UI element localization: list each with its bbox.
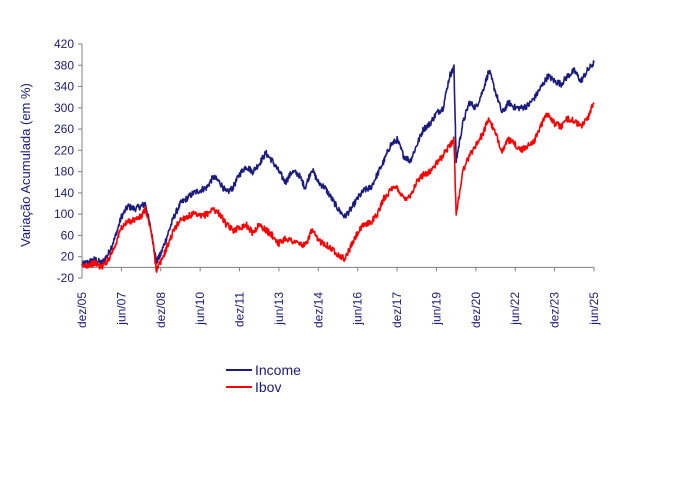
x-tick-label: jun/25: [587, 292, 601, 326]
y-tick-label: 420: [54, 37, 74, 51]
x-tick-label: dez/14: [311, 292, 325, 328]
x-tick-label: jun/19: [429, 292, 443, 326]
x-tick-label: dez/23: [548, 292, 562, 328]
legend-label-ibov: Ibov: [255, 379, 281, 395]
x-axis-ticks: dez/05 jun/07 dez/08 jun/10 dez/11 jun/13 dez/…: [75, 267, 601, 328]
y-axis-title: Variação Acumulada (em %): [18, 83, 33, 247]
y-tick-label: 180: [54, 165, 74, 179]
x-tick-label: jun/22: [508, 292, 522, 326]
x-tick-label: dez/05: [75, 292, 89, 328]
y-tick-label: 260: [54, 122, 74, 136]
y-tick-label: 60: [61, 228, 75, 242]
x-tick-label: jun/16: [351, 292, 365, 326]
series-line-income: [81, 60, 595, 267]
y-tick-label: 20: [61, 250, 75, 264]
y-tick-label: 340: [54, 80, 74, 94]
legend: Income Ibov: [226, 362, 301, 395]
x-tick-label: jun/13: [272, 292, 286, 326]
y-tick-label: 300: [54, 101, 74, 115]
x-tick-label: jun/10: [193, 292, 207, 326]
y-tick-label: 220: [54, 143, 74, 157]
y-tick-label: 380: [54, 58, 74, 72]
series-line-ibov: [81, 102, 595, 273]
x-tick-label: dez/11: [233, 292, 247, 327]
x-tick-label: dez/17: [390, 292, 404, 328]
y-tick-label: -20: [57, 271, 75, 285]
x-tick-label: dez/08: [154, 292, 168, 328]
legend-label-income: Income: [255, 362, 301, 378]
x-tick-label: dez/20: [469, 292, 483, 328]
legend-item-income: Income: [226, 362, 301, 378]
y-axis-ticks: -20 20 60 100 140 180 220 260 300 340 380 420: [54, 37, 82, 285]
x-tick-label: jun/07: [114, 292, 128, 326]
y-tick-label: 100: [54, 207, 74, 221]
y-tick-label: 140: [54, 186, 74, 200]
legend-item-ibov: Ibov: [226, 379, 281, 395]
series-layer: [81, 60, 595, 273]
